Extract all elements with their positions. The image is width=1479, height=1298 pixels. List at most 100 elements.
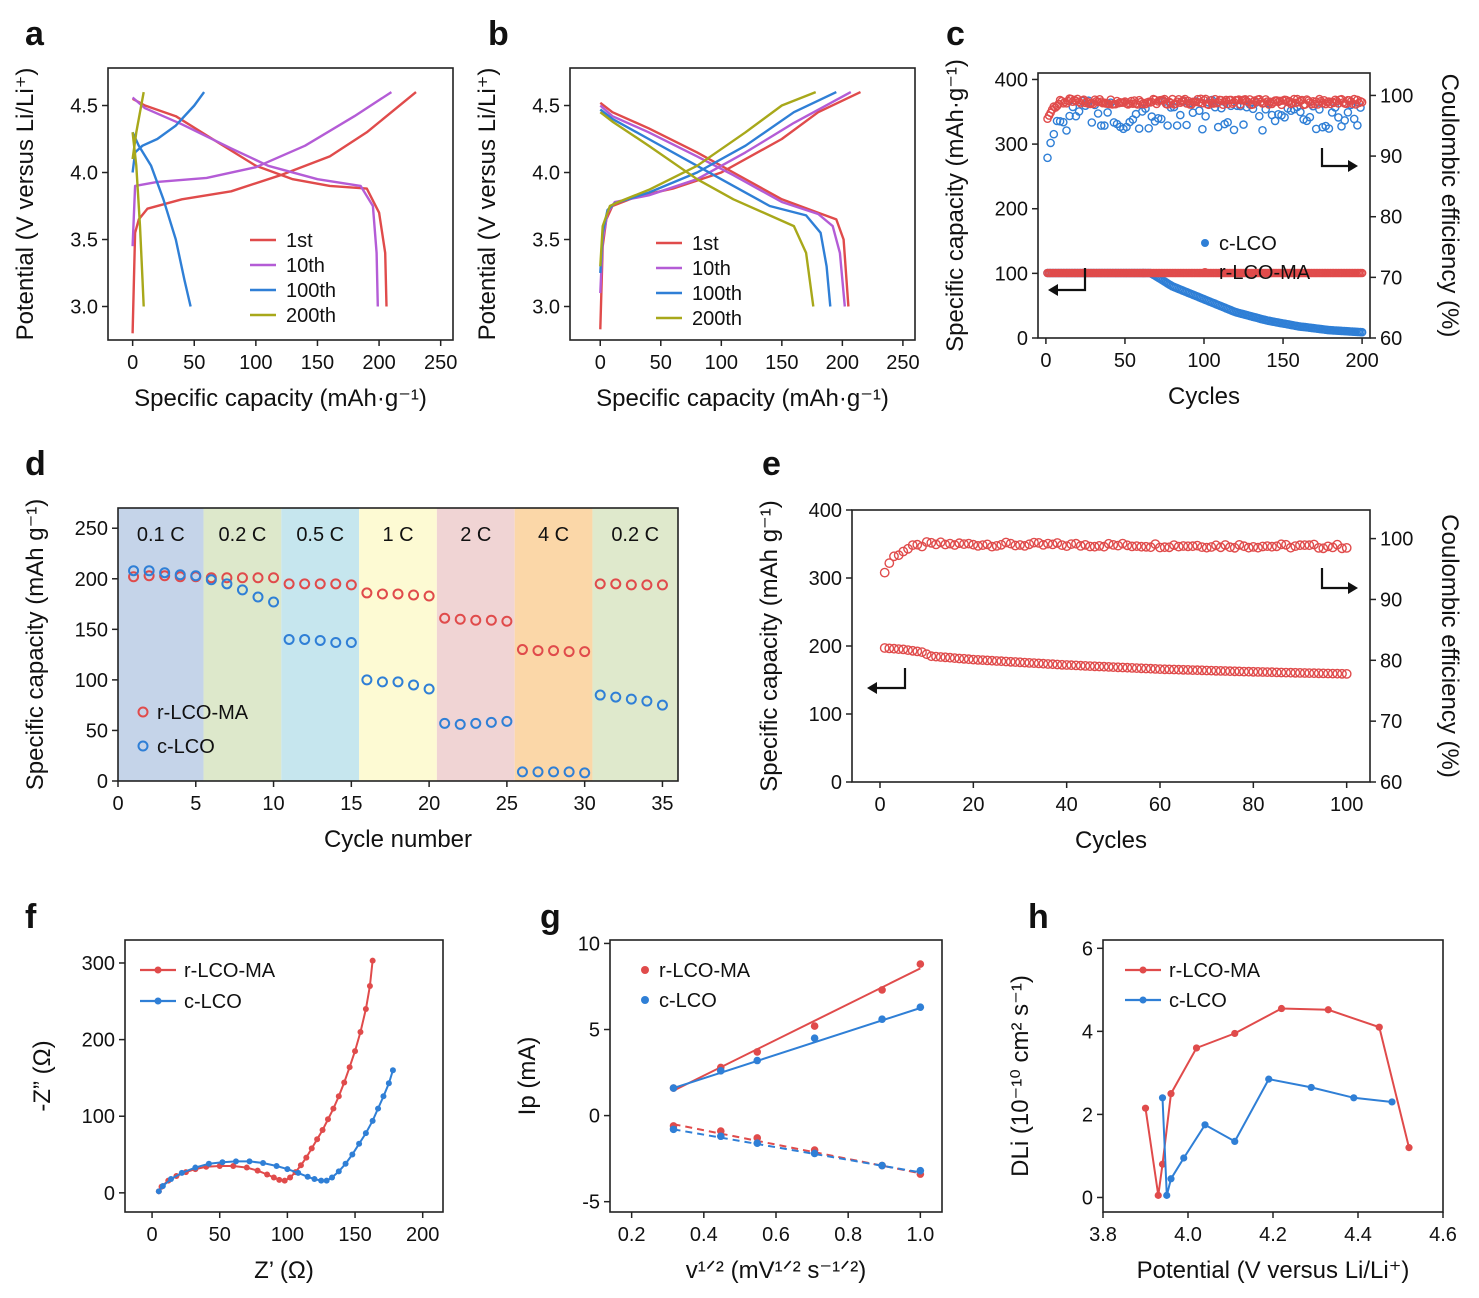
data-point-r-LCO-MA (283, 578, 295, 590)
data-point-c-LCO (192, 1164, 199, 1171)
data-point-c-LCO anodic (916, 1003, 925, 1011)
data-point-r-LCO-MA (594, 578, 606, 590)
data-point-c-LCO (219, 1159, 226, 1166)
data-point-r-LCO-MA efficiency (1052, 538, 1063, 548)
charge-curve-1st (131, 91, 417, 334)
data-point-r-LCO-MA capacity (907, 645, 918, 656)
data-point-r-LCO-MA efficiency (1323, 541, 1333, 552)
data-point-r-LCO-MA (357, 1028, 364, 1035)
data-point-c-LCO (656, 699, 668, 711)
data-point-c-LCO (594, 689, 606, 701)
data-point-r-LCO-MA capacity (1103, 662, 1114, 672)
left-axis-arrow (1050, 268, 1087, 292)
y-tick-label: 0 (831, 772, 842, 794)
data-point-c-LCO (454, 718, 466, 730)
data-point-r-LCO-MA efficiency (1318, 543, 1329, 554)
data-point-c-LCO efficiency (1103, 108, 1112, 117)
x-tick-label: 15 (340, 793, 362, 815)
data-point-r-LCO-MA anodic (753, 1048, 762, 1056)
left-axis-arrowhead (1048, 284, 1058, 296)
data-point-r-LCO-MA efficiency (1094, 541, 1105, 551)
data-point-r-LCO-MA capacity (982, 655, 993, 666)
data-point-r-LCO-MA capacity (1262, 667, 1273, 677)
plot-frame (107, 67, 454, 341)
data-point-r-LCO-MA (303, 1154, 310, 1161)
data-point-c-LCO efficiency (1153, 114, 1163, 123)
data-point-c-LCO (1158, 1094, 1167, 1102)
x-axis-title: Specific capacity (mAh·g⁻¹) (596, 385, 889, 412)
data-point-r-LCO-MA capacity (1159, 664, 1170, 675)
data-point-r-LCO-MA capacity (1029, 658, 1039, 668)
diffusion-curve-r-LCO-MA (1144, 1007, 1410, 1196)
data-point-r-LCO-MA efficiency (1131, 541, 1142, 551)
data-point-r-LCO-MA capacity (1192, 665, 1203, 676)
data-point-r-LCO-MA capacity (1243, 666, 1254, 677)
data-point-r-LCO-MA capacity (1211, 665, 1221, 676)
data-point-c-LCO (205, 574, 217, 586)
panel-e: 0 20 40 60 80 100 0 100 200 300 400 60 70 80 90 100 Cycl… (756, 445, 1463, 854)
data-point-r-LCO-MA (1231, 1029, 1239, 1038)
diffusion-curve-c-LCO (1161, 1077, 1393, 1196)
charge-curve-200th (599, 90, 817, 267)
data-point-r-LCO-MA capacity (949, 653, 960, 663)
data-point-r-LCO-MA efficiency (1248, 542, 1259, 552)
plot-frame (117, 507, 679, 782)
data-point-c-LCO (625, 693, 637, 705)
x-tick-label: 0.4 (690, 1224, 718, 1246)
data-point-r-LCO-MA efficiency (1267, 541, 1277, 552)
data-point-r-LCO-MA efficiency (1029, 537, 1039, 548)
y-tick-label: 4.5 (70, 96, 98, 118)
data-point-c-LCO efficiency (1046, 138, 1055, 148)
data-point-c-LCO (284, 1166, 291, 1173)
data-point-c-LCO (548, 766, 560, 778)
y2-axis-title: Coulombic efficiency (%) (1436, 74, 1463, 338)
data-point-r-LCO-MA efficiency (1108, 540, 1119, 550)
data-point-r-LCO-MA efficiency (1197, 542, 1207, 552)
x-axis-title: Specific capacity (mAh·g⁻¹) (134, 385, 427, 412)
y-axis-title: DLi (10⁻¹⁰ cm² s⁻¹) (1007, 975, 1034, 1177)
data-point-c-LCO efficiency (1239, 120, 1248, 129)
data-point-r-LCO-MA efficiency (1299, 540, 1310, 550)
data-point-r-LCO-MA anodic (878, 986, 886, 994)
data-point-r-LCO-MA efficiency (1139, 98, 1149, 108)
data-point-r-LCO-MA (361, 587, 373, 599)
data-point-r-LCO-MA capacity (884, 643, 895, 654)
y-tick-label: 300 (995, 134, 1028, 156)
data-point-r-LCO-MA capacity (1173, 664, 1184, 675)
data-point-r-LCO-MA efficiency (968, 539, 979, 550)
x-tick-label: 4.2 (1259, 1224, 1287, 1246)
data-point-c-LCO (159, 1182, 166, 1189)
data-point-c-LCO (470, 717, 482, 729)
data-point-r-LCO-MA efficiency (1220, 540, 1231, 550)
y-tick-label: 3.0 (70, 297, 98, 319)
legend-label: r-LCO-MA (157, 702, 249, 724)
x-tick-label: 20 (962, 794, 984, 816)
data-point-c-LCO efficiency (1324, 124, 1334, 133)
data-point-c-LCO efficiency (1229, 125, 1239, 135)
legend-label: r-LCO-MA (1219, 262, 1311, 284)
x-tick-label: 0.6 (762, 1224, 790, 1246)
data-point-r-LCO-MA capacity (921, 649, 932, 660)
data-point-c-LCO (385, 1080, 392, 1087)
data-point-r-LCO-MA efficiency (1005, 538, 1016, 549)
x-tick-label: 0 (112, 793, 123, 815)
data-point-c-LCO efficiency (1074, 107, 1084, 116)
data-point-c-LCO efficiency (1258, 126, 1267, 135)
impedance-curve-c-LCO (158, 1070, 394, 1192)
y-tick-label: 0 (97, 771, 108, 793)
data-point-r-LCO-MA efficiency (1221, 95, 1231, 105)
data-point-c-LCO efficiency (1049, 129, 1059, 139)
x-tick-label: 5 (190, 793, 201, 815)
panel-label: d (25, 445, 46, 483)
data-point-r-LCO-MA capacity (879, 643, 890, 653)
data-point-r-LCO-MA capacity (1309, 668, 1319, 679)
rate-band (359, 508, 437, 781)
data-point-r-LCO-MA capacity (1197, 665, 1207, 676)
data-point-r-LCO-MA efficiency (1164, 542, 1175, 553)
data-point-r-LCO-MA efficiency (1215, 542, 1226, 553)
x-tick-label: 30 (574, 793, 596, 815)
data-point-r-LCO-MA (314, 578, 326, 590)
x-tick-label: 100 (705, 352, 738, 374)
data-point-c-LCO efficiency (1195, 106, 1204, 115)
